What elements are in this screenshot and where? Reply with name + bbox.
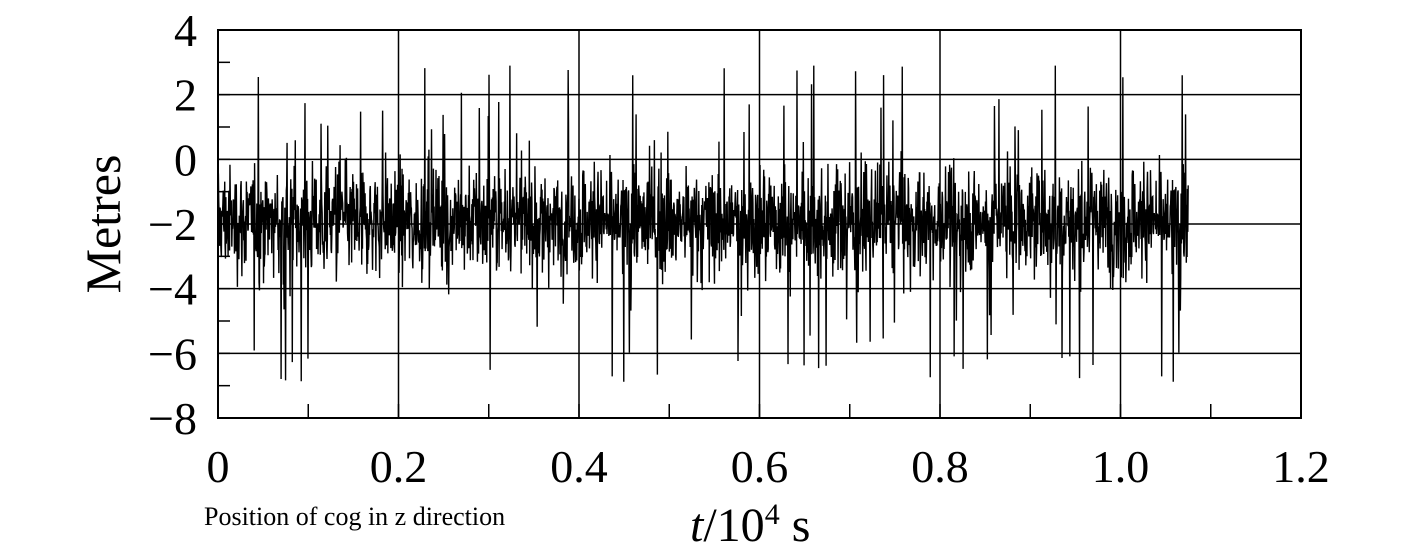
x-tick-labels: 0 0.2 0.4 0.6 0.8 1.0 1.2 [207, 441, 1330, 492]
y-tick-label: 4 [174, 5, 197, 56]
x-axis-unit: s [779, 499, 811, 552]
y-tick-label: −8 [148, 393, 197, 444]
series-line-path [217, 65, 1189, 382]
x-axis-label: t/104 s [690, 498, 810, 553]
x-axis-unit-prefix: /10 [703, 499, 765, 552]
x-tick-label: 1.0 [1092, 441, 1150, 492]
x-tick-label: 0.2 [370, 441, 428, 492]
y-tick-label: 0 [174, 134, 197, 185]
y-tick-label: −2 [148, 199, 197, 250]
x-tick-label: 0 [207, 441, 230, 492]
series-line [217, 65, 1189, 382]
x-tick-label: 0.4 [550, 441, 608, 492]
y-tick-label: −4 [148, 264, 197, 315]
y-tick-label: −6 [148, 328, 197, 379]
y-tick-labels: 4 2 0 −2 −4 −6 −8 [148, 5, 197, 444]
figure-caption: Position of cog in z direction [204, 502, 506, 531]
y-tick-label: 2 [174, 70, 197, 121]
x-tick-label: 1.2 [1272, 441, 1330, 492]
y-axis-label: Metres [75, 155, 131, 294]
x-axis-exponent: 4 [764, 498, 780, 531]
x-tick-label: 0.8 [911, 441, 969, 492]
x-tick-label: 0.6 [731, 441, 789, 492]
x-axis-variable: t [690, 499, 704, 552]
tick-marks [217, 29, 1302, 419]
